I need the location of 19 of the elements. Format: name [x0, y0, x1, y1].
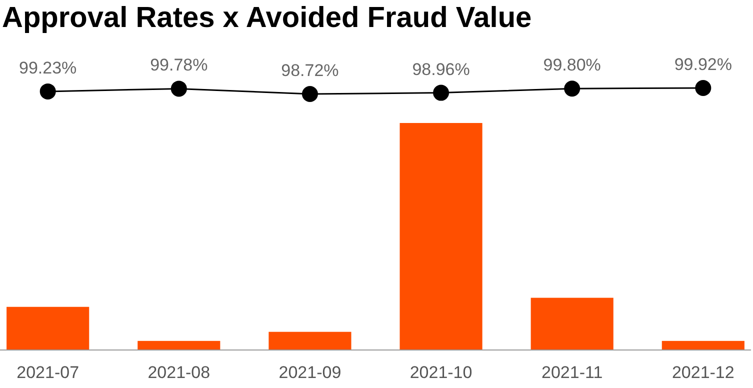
data-label: 99.78%: [150, 56, 208, 75]
data-label: 98.72%: [281, 61, 339, 80]
bar: [6, 306, 90, 350]
data-label: 99.80%: [543, 56, 601, 75]
data-label: 99.23%: [19, 58, 77, 78]
data-label: 99.92%: [674, 55, 732, 74]
x-tick-label: 2021-11: [542, 363, 603, 382]
x-tick-label: 2021-09: [278, 363, 342, 382]
x-tick-label: 2021-10: [410, 363, 472, 382]
bar: [400, 123, 482, 350]
bar: [530, 298, 614, 350]
x-tick-label: 2021-12: [672, 363, 734, 382]
bar: [662, 340, 744, 350]
chart-title: Approval Rates x Avoided Fraud Value: [2, 2, 532, 34]
x-tick-label: 2021-08: [148, 363, 210, 382]
data-label: 98.96%: [412, 60, 470, 79]
bar: [138, 340, 220, 350]
x-tick-label: 2021-07: [16, 363, 80, 382]
bar: [268, 332, 352, 350]
